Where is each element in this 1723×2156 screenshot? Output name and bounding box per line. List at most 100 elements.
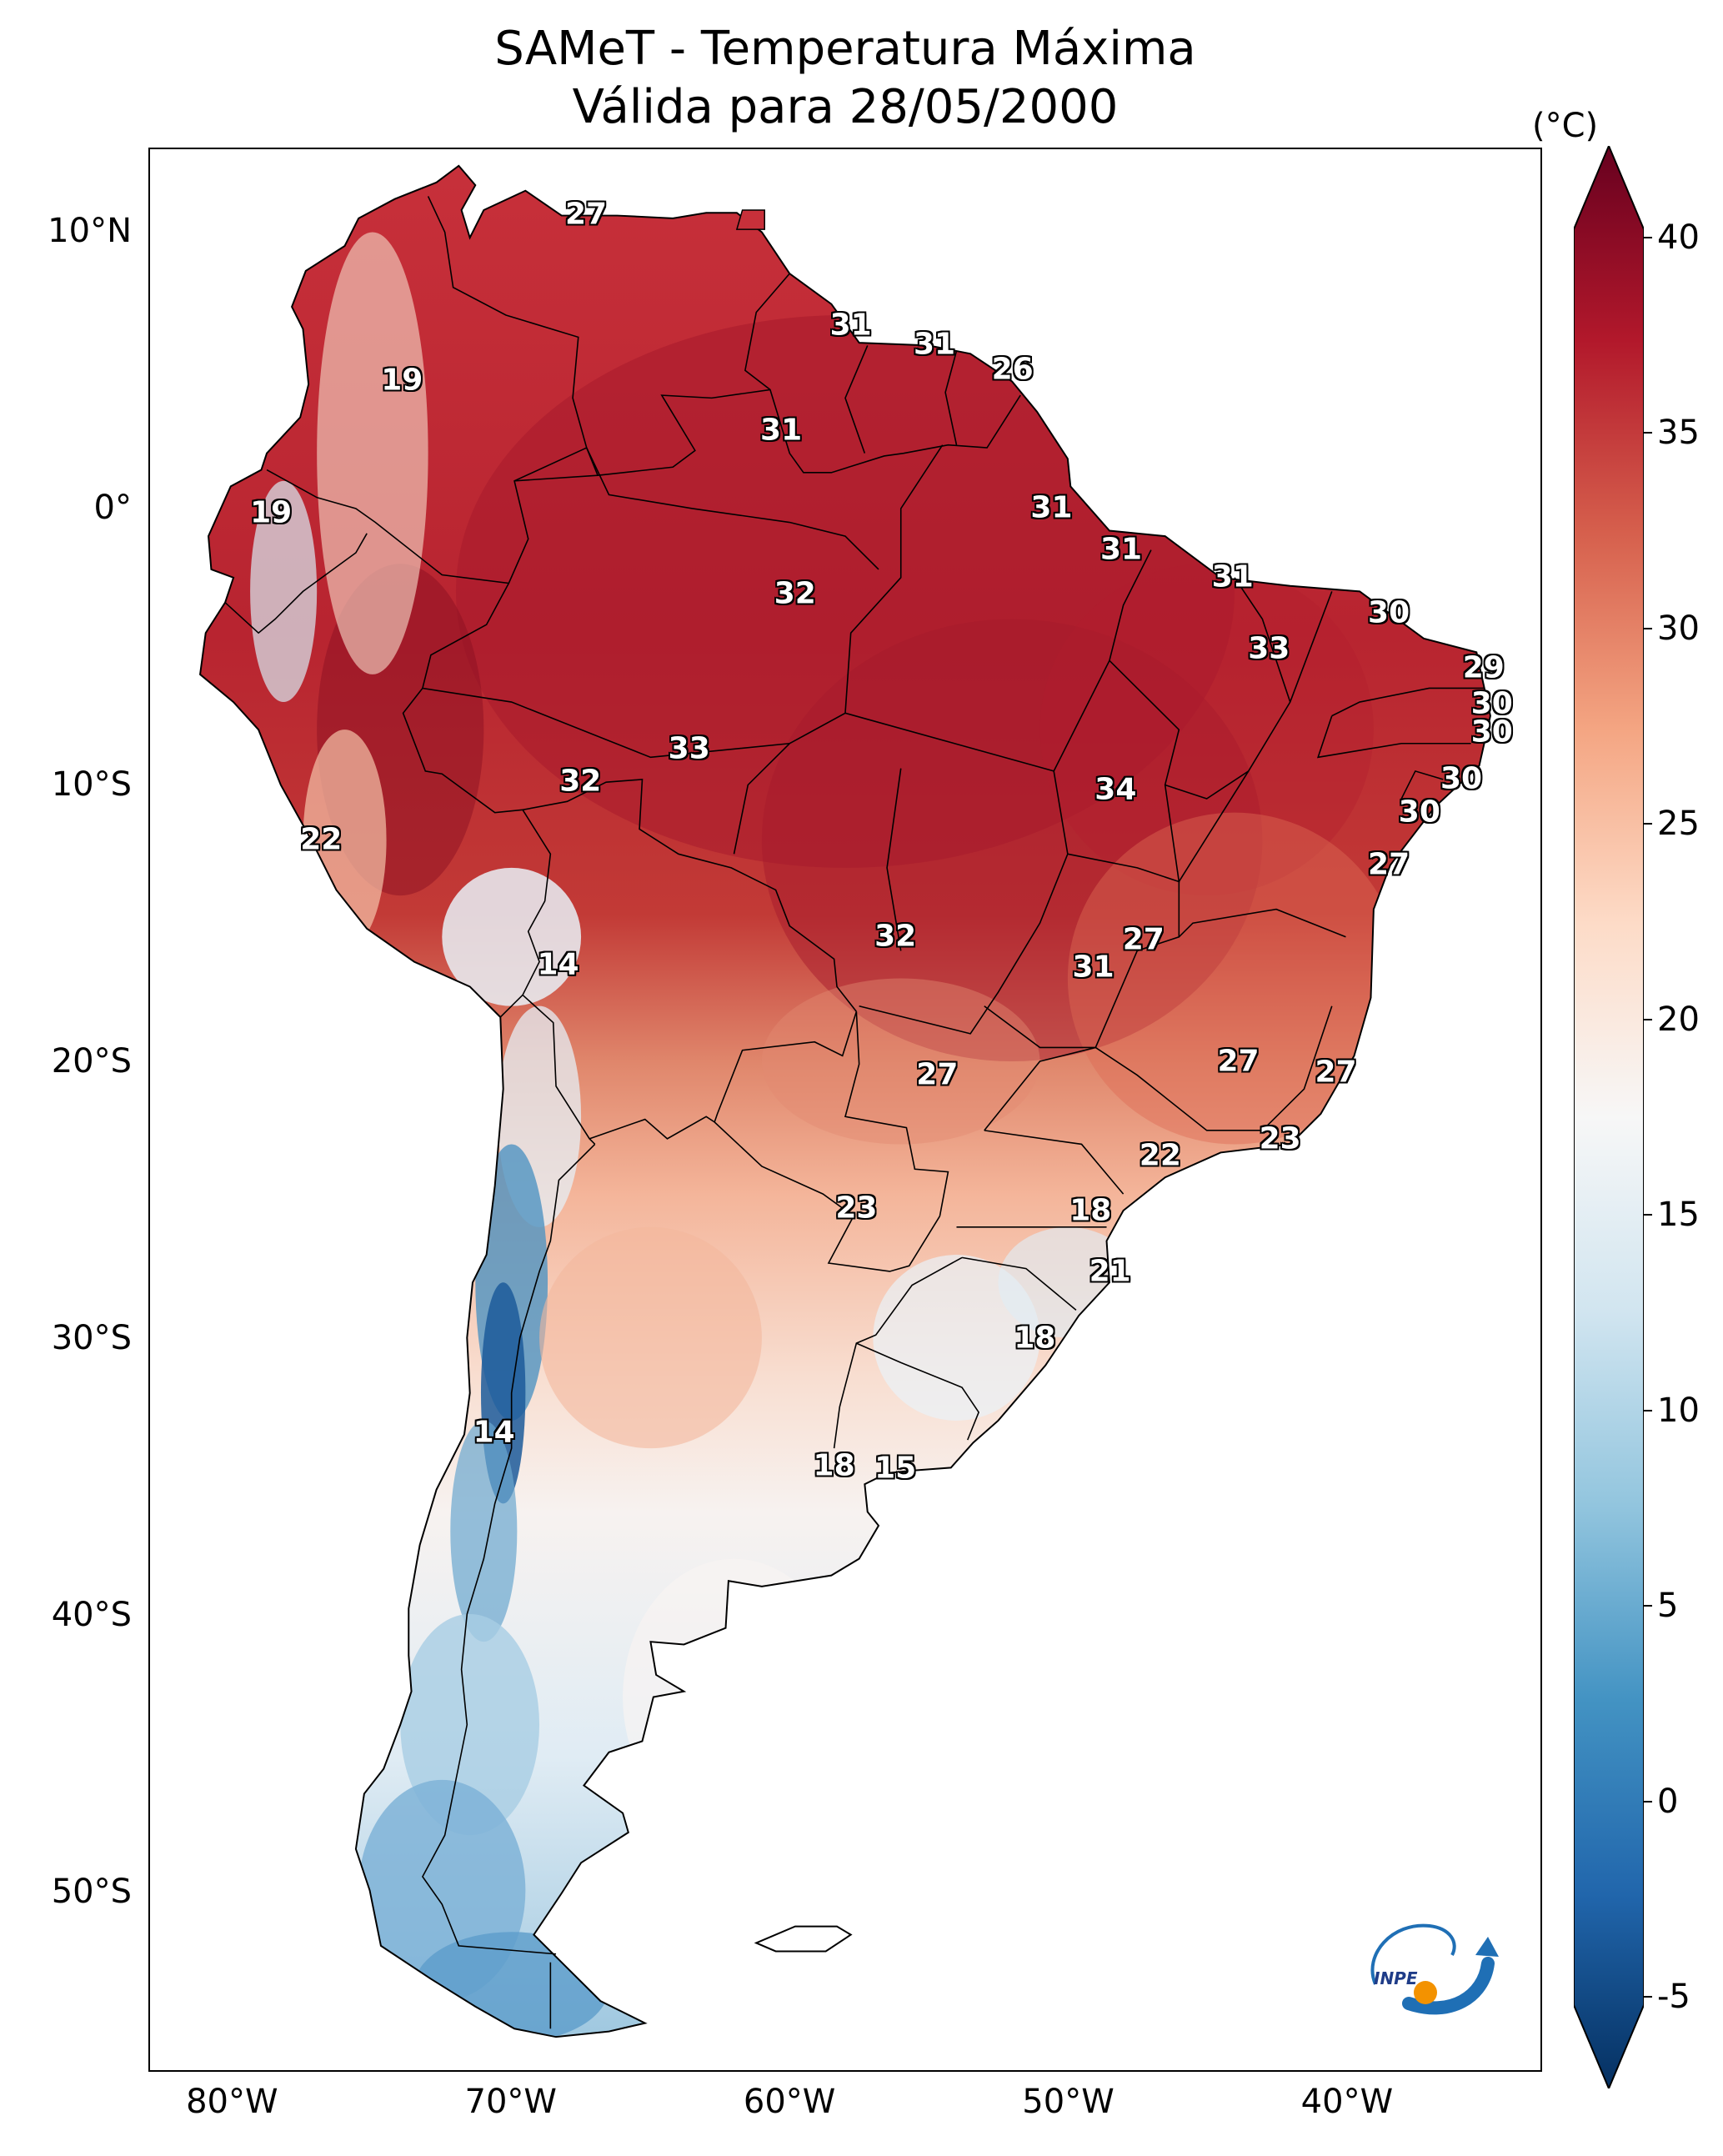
country-border xyxy=(984,1130,1124,1195)
country-border xyxy=(984,881,1180,1049)
map-title: SAMeT - Temperatura Máxima Válida para 2… xyxy=(148,20,1542,137)
longitude-tick-label: 50°W xyxy=(1022,2083,1114,2121)
latitude-tick-label: 50°S xyxy=(51,1873,132,1912)
latitude-tick-label: 0° xyxy=(93,488,132,527)
temperature-value-label: 30 xyxy=(1398,795,1440,830)
colorbar-tick-mark xyxy=(1644,823,1652,825)
colorbar-tick-mark xyxy=(1644,1409,1652,1411)
colorbar-tick-mark xyxy=(1644,627,1652,629)
temperature-patch xyxy=(442,867,582,1006)
country-border xyxy=(984,1046,1096,1131)
colorbar-tick-label: 30 xyxy=(1657,609,1700,648)
country-border xyxy=(1067,659,1180,883)
colorbar-tick-label: 40 xyxy=(1657,218,1700,257)
temperature-value-label: 27 xyxy=(564,197,608,232)
colorbar-tick-mark xyxy=(1644,1605,1652,1607)
temperature-value-label: 27 xyxy=(1122,922,1165,957)
colorbar-tick-mark xyxy=(1644,432,1652,434)
temperature-value-label: 23 xyxy=(1259,1121,1301,1156)
longitude-tick-label: 70°W xyxy=(464,2083,557,2121)
country-border xyxy=(886,768,902,951)
temperature-patch xyxy=(873,1255,1040,1421)
inpe-logo: INPE xyxy=(1370,1923,1499,2015)
country-border xyxy=(522,779,857,1012)
temperature-value-label: 32 xyxy=(874,919,917,954)
colorbar-tick-mark xyxy=(1644,1996,1652,1998)
temperature-value-label: 21 xyxy=(1089,1254,1131,1289)
temperature-value-label: 31 xyxy=(1030,490,1073,525)
temperature-value-label: 30 xyxy=(1470,686,1513,721)
temperature-value-label: 27 xyxy=(1368,847,1410,882)
coastline xyxy=(198,164,1491,2038)
country-border xyxy=(961,1256,1077,1311)
colorbar-tick-label: -5 xyxy=(1657,1978,1690,2016)
temperature-value-label: 26 xyxy=(991,352,1034,387)
temperature-value-label: 30 xyxy=(1368,595,1410,630)
title-line-2: Válida para 28/05/2000 xyxy=(572,80,1119,134)
colorbar-tick-mark xyxy=(1644,1018,1652,1020)
map-panel xyxy=(148,148,1542,2072)
falkland-islands xyxy=(754,1925,853,1953)
temperature-value-label: 27 xyxy=(1315,1055,1357,1090)
temperature-map xyxy=(198,164,1491,2038)
colorbar-tick-label: 15 xyxy=(1657,1196,1700,1235)
temperature-value-label: 27 xyxy=(1217,1044,1260,1079)
temperature-patch xyxy=(400,1614,540,1836)
country-border xyxy=(844,712,1069,1035)
country-border xyxy=(1094,1005,1333,1131)
colorbar-tick-label: 10 xyxy=(1657,1391,1700,1430)
temperature-value-label: 14 xyxy=(473,1415,515,1450)
temperature-patch xyxy=(317,232,428,674)
country-border xyxy=(1316,715,1471,759)
temperature-value-label: 31 xyxy=(1211,559,1254,594)
temperature-value-label: 19 xyxy=(381,363,423,398)
country-border xyxy=(1289,591,1333,703)
temperature-patch xyxy=(450,1420,518,1642)
country-border xyxy=(266,447,588,584)
country-border xyxy=(714,1011,858,1123)
colorbar-tick-label: 20 xyxy=(1657,1000,1700,1039)
colorbar-tick-label: 35 xyxy=(1657,414,1700,453)
country-border xyxy=(224,533,368,634)
temperature-patch xyxy=(1067,812,1402,1145)
temperature-value-label: 23 xyxy=(835,1191,878,1226)
colorbar-tick-label: 0 xyxy=(1657,1782,1679,1821)
colorbar-tick-mark xyxy=(1644,1800,1652,1803)
colorbar-tick-label: 25 xyxy=(1657,805,1700,844)
longitude-tick-label: 80°W xyxy=(186,2083,278,2121)
temperature-value-label: 33 xyxy=(1248,631,1290,666)
colorbar-tick-label: 5 xyxy=(1657,1587,1679,1626)
country-border xyxy=(1178,908,1346,938)
temperature-value-label: 18 xyxy=(813,1448,855,1483)
country-border xyxy=(856,1342,980,1441)
temperature-value-label: 32 xyxy=(559,764,602,799)
colorbar xyxy=(1574,146,1644,2088)
temperature-value-label: 31 xyxy=(829,308,872,343)
temperature-value-label: 31 xyxy=(913,327,956,362)
longitude-tick-label: 60°W xyxy=(743,2083,836,2121)
temperature-value-label: 30 xyxy=(1470,714,1513,750)
country-border xyxy=(513,389,771,482)
temperature-value-label: 15 xyxy=(874,1451,917,1486)
colorbar-tick-mark xyxy=(1644,1214,1652,1216)
temperature-value-label: 30 xyxy=(1440,761,1483,796)
temperature-patch xyxy=(539,1226,762,1449)
temperature-value-label: 18 xyxy=(1069,1193,1112,1228)
country-border xyxy=(421,1143,596,1955)
country-border xyxy=(744,273,1021,474)
country-border xyxy=(402,583,523,814)
latitude-tick-label: 40°S xyxy=(51,1596,132,1635)
country-border xyxy=(589,1116,941,1272)
country-border xyxy=(733,743,790,855)
colorbar-tick-mark xyxy=(1644,237,1652,238)
temperature-value-label: 29 xyxy=(1462,650,1505,685)
latitude-tick-label: 30°S xyxy=(51,1318,132,1357)
country-border xyxy=(522,994,596,1145)
trinidad-island xyxy=(735,209,765,230)
country-border xyxy=(944,350,958,445)
country-border xyxy=(1400,770,1444,800)
country-border xyxy=(1165,577,1291,800)
temperature-value-label: 31 xyxy=(760,413,803,448)
temperature-value-label: 32 xyxy=(774,576,816,611)
temperature-patch xyxy=(1039,564,1374,896)
